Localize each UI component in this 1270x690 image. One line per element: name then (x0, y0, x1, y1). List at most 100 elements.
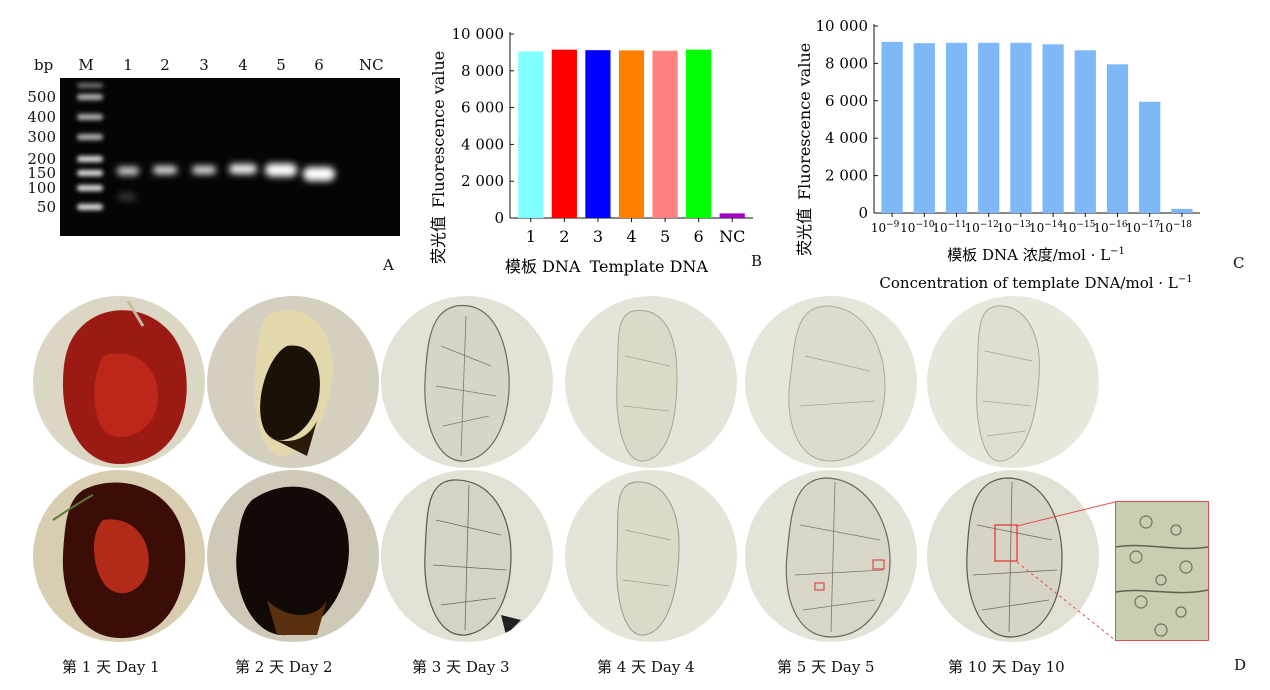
gel-image (60, 78, 400, 236)
x-tick-label: 10−9 (871, 220, 900, 235)
caption-day5: 第 5 天 Day 5 (777, 658, 875, 676)
x-tick-label: 4 (626, 227, 636, 246)
bar (518, 51, 544, 219)
bar (585, 50, 611, 218)
y-tick-label: 4 000 (825, 129, 868, 147)
caption-day10: 第 10 天 Day 10 (948, 658, 1065, 676)
x-tick-label: 10−15 (1061, 220, 1096, 235)
bar (1042, 44, 1064, 213)
bar (913, 43, 935, 214)
sample-band (117, 167, 139, 175)
x-tick-label: 10−13 (997, 220, 1032, 235)
lane-label: NC (359, 56, 384, 74)
bar (551, 49, 577, 218)
ladder-band (77, 185, 103, 191)
ladder-label: 300 (27, 128, 56, 146)
x-tick-label: 5 (660, 227, 670, 246)
sample-band (192, 166, 216, 174)
bar (945, 42, 968, 213)
x-axis-label-en: Concentration of template DNA/mol · L−1 (879, 274, 1192, 292)
micrograph-day1-top (33, 296, 205, 468)
bar (1106, 64, 1129, 214)
bar (686, 49, 712, 218)
panel-c-letter: C (1233, 254, 1245, 272)
caption-day3: 第 3 天 Day 3 (412, 658, 510, 676)
micrograph-day4-top (565, 296, 737, 468)
y-axis-label: 荧光值Fluorescence value (795, 43, 814, 256)
y-tick-label: 4 000 (461, 135, 504, 153)
lane-label: 5 (276, 56, 286, 74)
micrograph-day3-top (381, 296, 553, 468)
ladder-band (77, 94, 103, 100)
y-tick-label: 0 (858, 204, 868, 222)
lane-label: 2 (160, 56, 170, 74)
y-tick-label: 6 000 (461, 99, 504, 117)
micrograph-day1-bottom (33, 470, 205, 642)
x-axis-label-cn: 模板 DNA 浓度/mol · L−1 (947, 246, 1125, 264)
sample-band (229, 164, 257, 174)
lane-label: 3 (199, 56, 209, 74)
ladder-band (77, 114, 103, 120)
micrograph-day10-bottom (927, 470, 1099, 642)
caption-day4: 第 4 天 Day 4 (597, 658, 695, 676)
x-tick-label: 10−14 (1029, 220, 1064, 235)
micrograph-day2-top (207, 296, 379, 468)
panel-a-letter: A (383, 256, 394, 274)
x-tick-label: 10−11 (932, 220, 966, 235)
micrograph-day5-bottom (745, 470, 917, 642)
lane-label: 6 (314, 56, 324, 74)
x-tick-label: NC (719, 227, 745, 246)
ladder-label: 500 (27, 88, 56, 106)
x-tick-label: 3 (593, 227, 603, 246)
ladder-band (77, 134, 103, 140)
bp-label: bp (34, 56, 54, 74)
y-tick-label: 8 000 (461, 62, 504, 80)
bar (1010, 42, 1032, 213)
ladder-band (77, 170, 103, 176)
panel-b-letter: B (751, 252, 763, 270)
ladder-band (77, 204, 103, 210)
y-tick-label: 2 000 (825, 167, 868, 185)
micrograph-day4-bottom (565, 470, 737, 642)
bar (1171, 208, 1193, 213)
lane-label: 4 (238, 56, 248, 74)
x-tick-label: 6 (694, 227, 704, 246)
x-axis-label: 模板 DNA Template DNA (505, 257, 708, 276)
bar (881, 41, 903, 213)
y-axis-label: 荧光值Fluorescence value (429, 51, 448, 264)
micrograph-day10-top (927, 296, 1099, 468)
sample-band (265, 163, 297, 177)
bar (978, 42, 1000, 213)
micrograph-day2-bottom (207, 470, 379, 642)
bar (618, 50, 645, 218)
bar (1139, 101, 1161, 213)
ladder-label: 400 (27, 108, 56, 126)
micrograph-day3-bottom (381, 470, 553, 642)
x-tick-label: 1 (526, 227, 536, 246)
bar (1074, 50, 1096, 214)
x-tick-label: 2 (559, 227, 569, 246)
ladder-label: 200 (27, 150, 56, 168)
caption-day2: 第 2 天 Day 2 (235, 658, 333, 676)
panel-d-letter: D (1234, 656, 1247, 674)
faint-band (118, 193, 136, 201)
y-tick-label: 0 (494, 209, 504, 227)
ladder-label: 150 (27, 164, 56, 182)
micrograph-day5-top (745, 296, 917, 468)
ladder-band (77, 83, 103, 88)
lane-label: 1 (123, 56, 133, 74)
bar (652, 50, 678, 218)
x-tick-label: 10−17 (1126, 220, 1161, 235)
x-tick-label: 10−12 (965, 220, 999, 235)
ladder-label: 50 (36, 198, 56, 216)
x-tick-label: 10−16 (1093, 220, 1128, 235)
caption-day1: 第 1 天 Day 1 (62, 658, 160, 676)
y-tick-label: 10 000 (816, 17, 869, 35)
x-tick-label: 10−10 (900, 220, 935, 235)
zoom-lines (1016, 501, 1116, 641)
y-tick-label: 8 000 (825, 54, 868, 72)
sample-band (303, 167, 335, 181)
lane-label: M (78, 56, 94, 74)
chart-b: 0 2 000 4 000 6 000 8 000 10 000 1 2 3 4 5 6 NC 荧光值Fl… (429, 25, 753, 276)
